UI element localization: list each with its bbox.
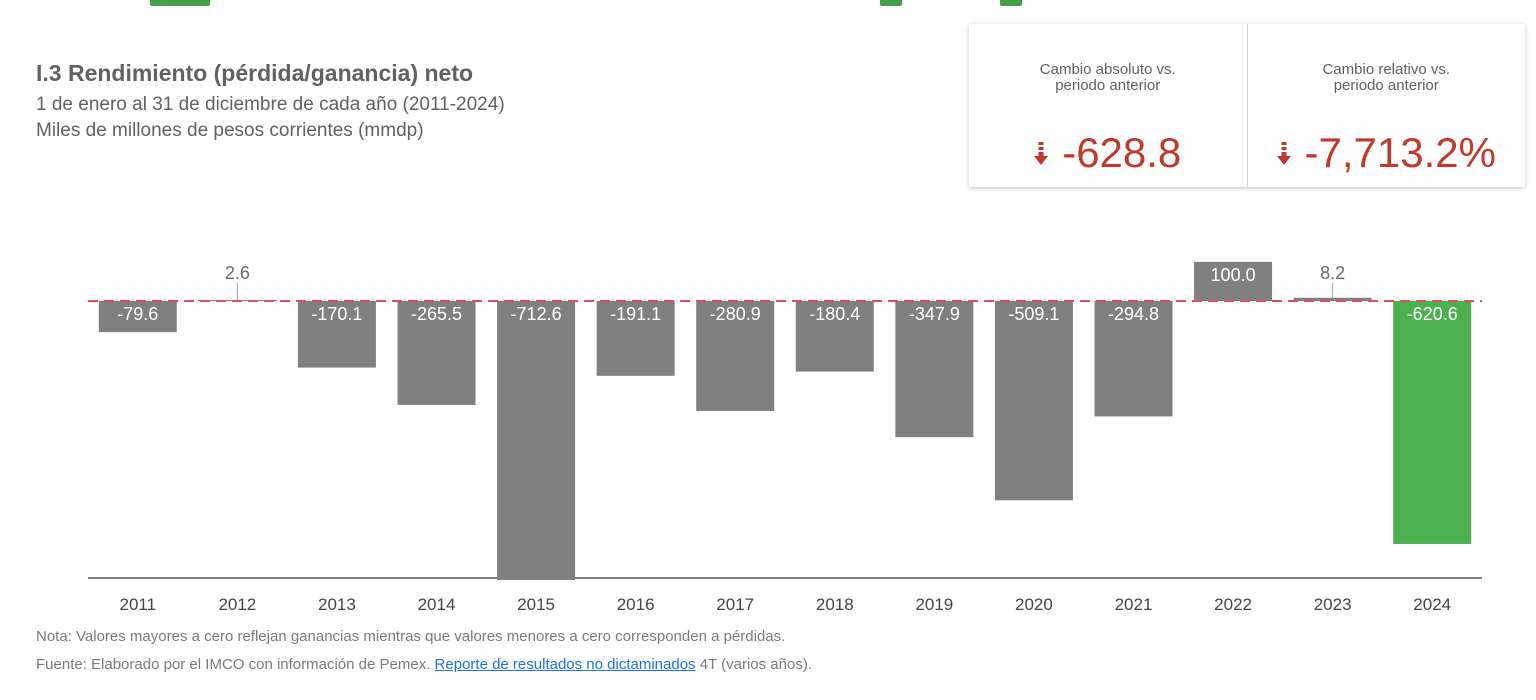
chart-note: Nota: Valores mayores a cero reflejan ga… — [36, 628, 786, 645]
bar — [1293, 297, 1372, 301]
x-tick-label: 2013 — [318, 595, 356, 614]
bar — [795, 301, 874, 372]
x-tick-label: 2023 — [1314, 595, 1352, 614]
x-tick-label: 2014 — [418, 595, 456, 614]
data-label: 100.0 — [1211, 265, 1256, 285]
kpi-value: -628.8 — [969, 128, 1247, 178]
kpi-card-absolute-change: Cambio absoluto vs. periodo anterior -628… — [969, 24, 1247, 187]
kpi-label: Cambio relativo vs. periodo anterior — [1322, 61, 1451, 94]
arrow-down-icon — [1034, 141, 1049, 165]
bar — [397, 301, 476, 405]
header-accent-fragment — [150, 0, 210, 6]
source-report-link[interactable]: Reporte de resultados no dictaminados — [434, 656, 696, 673]
data-label: 8.2 — [1320, 263, 1345, 283]
x-tick-label: 2020 — [1015, 595, 1053, 614]
arrow-down-icon — [1276, 141, 1291, 165]
header-accent-strip — [0, 0, 1536, 10]
kpi-value-text: -628.8 — [1062, 129, 1182, 176]
chart-source: Fuente: Elaborado por el IMCO con inform… — [36, 656, 812, 673]
data-label: -280.9 — [710, 304, 761, 324]
source-suffix: 4T (varios años). — [695, 656, 812, 673]
bar — [596, 301, 675, 376]
data-label: -712.6 — [511, 304, 562, 324]
data-label: -509.1 — [1008, 304, 1059, 324]
x-tick-label: 2024 — [1413, 595, 1451, 614]
bar — [1194, 261, 1273, 301]
kpi-card-relative-change: Cambio relativo vs. periodo anterior -7,7… — [1246, 24, 1526, 187]
kpi-value-text: -7,713.2% — [1304, 129, 1496, 176]
bar — [696, 301, 775, 411]
x-tick-label: 2016 — [617, 595, 655, 614]
bar — [297, 301, 376, 368]
source-prefix: Fuente: Elaborado por el IMCO con inform… — [36, 656, 435, 673]
chart-subtitle-period: 1 de enero al 31 de diciembre de cada añ… — [36, 94, 505, 115]
header-accent-fragment — [880, 0, 902, 6]
x-tick-label: 2015 — [517, 595, 555, 614]
x-tick-label: 2022 — [1214, 595, 1252, 614]
data-label: -620.6 — [1407, 304, 1458, 324]
data-label: -191.1 — [610, 304, 661, 324]
x-tick-label: 2012 — [218, 595, 256, 614]
data-label: -347.9 — [909, 304, 960, 324]
bar — [497, 301, 576, 580]
data-label: -79.6 — [117, 304, 158, 324]
x-tick-label: 2021 — [1115, 595, 1153, 614]
bar — [895, 301, 974, 438]
data-label: -180.4 — [809, 304, 860, 324]
x-tick-label: 2017 — [716, 595, 754, 614]
bar — [1094, 301, 1173, 417]
data-label: -265.5 — [411, 304, 462, 324]
kpi-value: -7,713.2% — [1248, 128, 1526, 178]
data-label: -294.8 — [1108, 304, 1159, 324]
chart-title: I.3 Rendimiento (pérdida/ganancia) neto — [36, 60, 474, 86]
data-label: 2.6 — [225, 263, 250, 283]
chart-subtitle-units: Miles de millones de pesos corrientes (m… — [36, 120, 424, 141]
bar-chart: -79.6 2011 2.6 2012 -170.1 2013 -265.5 2014 -712… — [88, 261, 1482, 614]
kpi-label: Cambio absoluto vs. periodo anterior — [1039, 61, 1176, 94]
kpi-panel: Cambio absoluto vs. periodo anterior -628… — [969, 24, 1525, 187]
data-label: -170.1 — [311, 304, 362, 324]
x-tick-label: 2011 — [120, 595, 157, 614]
bar — [98, 301, 177, 333]
header-accent-fragment — [1000, 0, 1022, 6]
x-tick-label: 2019 — [915, 595, 953, 614]
bar — [994, 301, 1073, 501]
bar — [1393, 301, 1472, 544]
x-tick-label: 2018 — [816, 595, 854, 614]
